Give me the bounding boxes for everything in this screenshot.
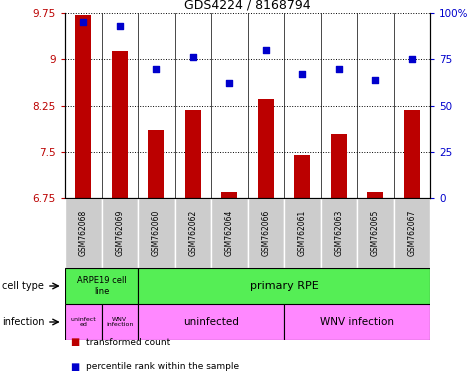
Text: GSM762069: GSM762069 bbox=[115, 210, 124, 256]
Bar bbox=[138, 268, 430, 304]
Point bbox=[189, 54, 197, 60]
Text: transformed count: transformed count bbox=[86, 338, 171, 347]
Point bbox=[262, 47, 269, 53]
Bar bbox=[321, 198, 357, 268]
Text: uninfected: uninfected bbox=[183, 317, 239, 327]
Bar bbox=[174, 198, 211, 268]
Text: uninfect
ed: uninfect ed bbox=[70, 316, 96, 328]
Point bbox=[408, 56, 416, 62]
Bar bbox=[294, 155, 311, 198]
Bar bbox=[404, 110, 420, 198]
Bar bbox=[102, 198, 138, 268]
Point bbox=[116, 23, 124, 29]
Text: GSM762065: GSM762065 bbox=[371, 210, 380, 256]
Bar bbox=[65, 268, 138, 304]
Bar bbox=[65, 304, 102, 340]
Bar bbox=[247, 198, 284, 268]
Text: WNV infection: WNV infection bbox=[320, 317, 394, 327]
Point bbox=[371, 76, 379, 83]
Bar bbox=[331, 134, 347, 198]
Bar bbox=[284, 198, 321, 268]
Point bbox=[79, 19, 87, 25]
Text: GSM762063: GSM762063 bbox=[334, 210, 343, 256]
Bar bbox=[102, 304, 138, 340]
Bar bbox=[75, 15, 92, 198]
Bar bbox=[184, 110, 201, 198]
Text: cell type: cell type bbox=[2, 281, 44, 291]
Text: GSM762066: GSM762066 bbox=[261, 210, 270, 256]
Text: ■: ■ bbox=[70, 362, 79, 372]
Text: WNV
infection: WNV infection bbox=[106, 316, 133, 328]
Bar bbox=[257, 99, 274, 198]
Text: percentile rank within the sample: percentile rank within the sample bbox=[86, 362, 239, 371]
Text: ■: ■ bbox=[70, 338, 79, 348]
Text: GSM762068: GSM762068 bbox=[79, 210, 88, 256]
Text: infection: infection bbox=[2, 317, 45, 327]
Text: GSM762061: GSM762061 bbox=[298, 210, 307, 256]
Bar bbox=[284, 304, 430, 340]
Text: ARPE19 cell
line: ARPE19 cell line bbox=[76, 276, 126, 296]
Bar bbox=[221, 192, 238, 198]
Text: GSM762067: GSM762067 bbox=[407, 210, 416, 256]
Text: GSM762062: GSM762062 bbox=[188, 210, 197, 256]
Point bbox=[335, 65, 342, 71]
Text: GSM762060: GSM762060 bbox=[152, 210, 161, 256]
Point bbox=[298, 71, 306, 77]
Bar bbox=[148, 130, 164, 198]
Point bbox=[226, 80, 233, 86]
Bar bbox=[138, 198, 174, 268]
Bar bbox=[211, 198, 247, 268]
Bar bbox=[138, 304, 284, 340]
Bar bbox=[65, 198, 102, 268]
Text: primary RPE: primary RPE bbox=[250, 281, 318, 291]
Title: GDS4224 / 8168794: GDS4224 / 8168794 bbox=[184, 0, 311, 12]
Bar bbox=[112, 51, 128, 198]
Bar bbox=[393, 198, 430, 268]
Bar bbox=[357, 198, 393, 268]
Bar bbox=[367, 192, 383, 198]
Text: GSM762064: GSM762064 bbox=[225, 210, 234, 256]
Point bbox=[152, 65, 160, 71]
